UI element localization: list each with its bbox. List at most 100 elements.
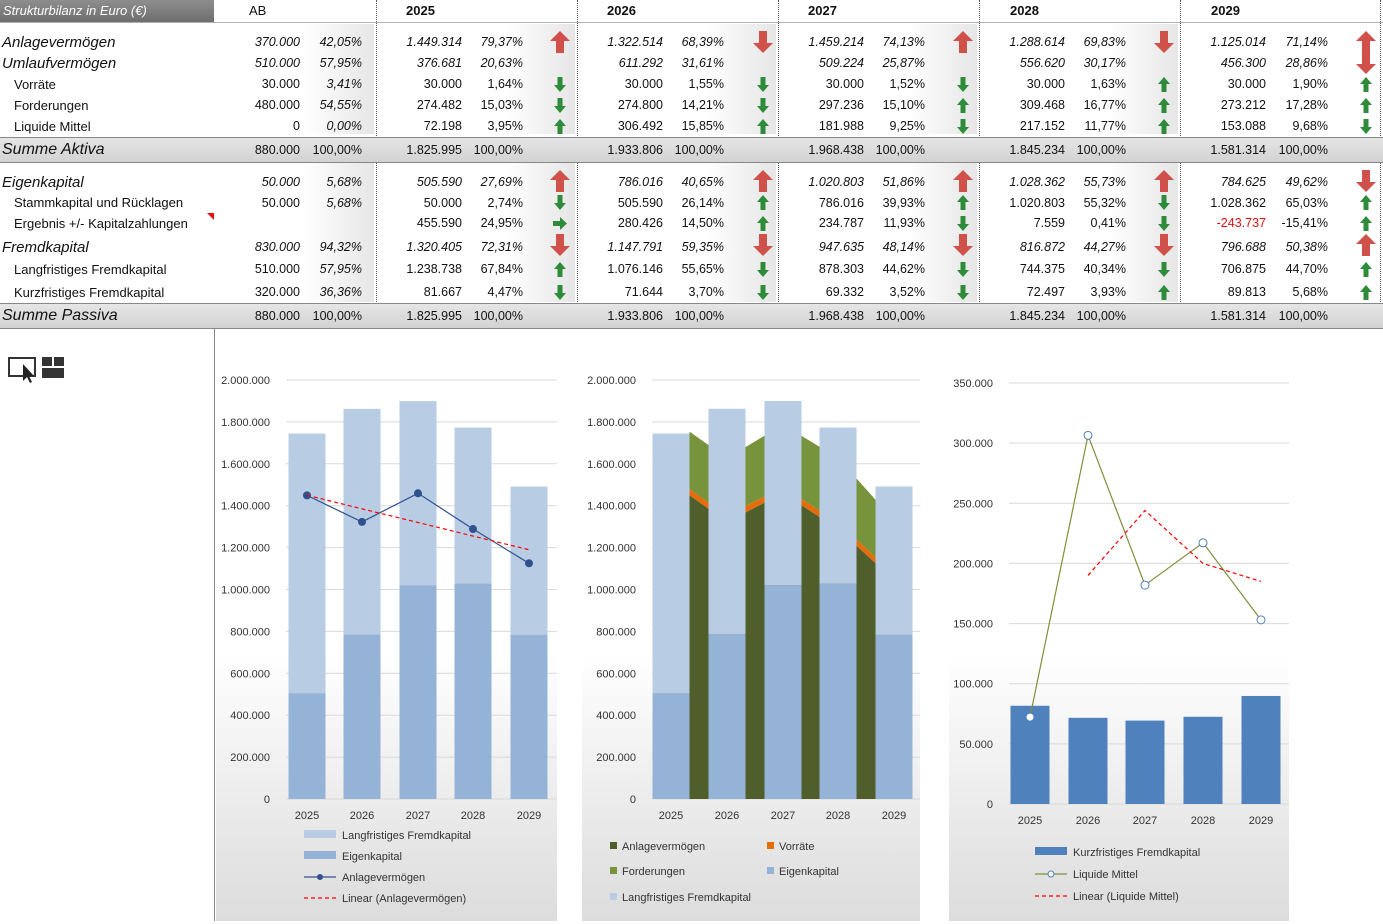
down-arrow-icon bbox=[957, 77, 969, 92]
cell-value: 11,77% bbox=[1084, 119, 1126, 133]
x-tick-label: 2027 bbox=[1133, 815, 1157, 827]
cell-value: 36,36% bbox=[319, 285, 362, 299]
cell-value: 1.825.995 bbox=[406, 309, 462, 323]
point-anlagevermoegen bbox=[469, 525, 477, 534]
grid-layout-icon[interactable] bbox=[42, 357, 64, 379]
up-big-arrow-icon bbox=[953, 170, 973, 192]
cell-value: 3,95% bbox=[487, 119, 523, 133]
cell-value: 55,65% bbox=[681, 262, 724, 276]
cell-value: 100,00% bbox=[312, 143, 362, 157]
x-tick-label: 2028 bbox=[826, 810, 850, 822]
down-arrow-icon bbox=[554, 77, 566, 92]
down-big-arrow-icon bbox=[1154, 234, 1174, 256]
down-arrow-icon bbox=[1158, 195, 1170, 210]
cell-value: 69.332 bbox=[825, 285, 864, 299]
chart-panel-3: 350.000 300.000 250.000 200.000 150.000 100.0… bbox=[949, 329, 1289, 921]
cell-value: 69,83% bbox=[1083, 35, 1126, 49]
cell-value: 30.000 bbox=[1026, 77, 1065, 91]
down-big-arrow-icon bbox=[753, 31, 773, 53]
y-tick-label: 350.000 bbox=[953, 378, 993, 390]
cell-value: 5,68% bbox=[326, 196, 362, 210]
x-tick-label: 2029 bbox=[1249, 815, 1273, 827]
cell-value: 50.000 bbox=[261, 196, 300, 210]
cell-value: 274.800 bbox=[617, 98, 663, 112]
column-divider bbox=[979, 0, 980, 328]
column-shade bbox=[304, 162, 374, 302]
cell-value: -15,41% bbox=[1281, 216, 1328, 230]
cell-value: 9,68% bbox=[1292, 119, 1328, 133]
cell-value: 44,62% bbox=[882, 262, 925, 276]
row-label: Liquide Mittel bbox=[14, 119, 91, 134]
row-label: Langfristiges Fremdkapital bbox=[14, 262, 167, 277]
cell-value: 830.000 bbox=[254, 240, 300, 254]
up-arrow-icon bbox=[957, 98, 969, 113]
cell-value: 1.020.803 bbox=[808, 175, 864, 189]
cell-value: 880.000 bbox=[254, 143, 300, 157]
cell-value: 100,00% bbox=[1278, 309, 1328, 323]
cell-value: 320.000 bbox=[254, 285, 300, 299]
x-tick-label: 2027 bbox=[771, 810, 795, 822]
cell-value: 59,35% bbox=[681, 240, 724, 254]
cell-value: 50.000 bbox=[261, 175, 300, 189]
y-tick-label: 50.000 bbox=[959, 739, 993, 751]
y-tick-label: 400.000 bbox=[596, 710, 636, 722]
x-tick-label: 2027 bbox=[406, 810, 430, 822]
cell-value: 71.644 bbox=[624, 285, 663, 299]
cell-value: 1,64% bbox=[487, 77, 523, 91]
point-anlagevermoegen bbox=[525, 559, 533, 568]
cell-value: 4,47% bbox=[487, 285, 523, 299]
cell-value: 1.449.314 bbox=[406, 35, 462, 49]
cell-value: 48,14% bbox=[882, 240, 925, 254]
left-divider bbox=[214, 328, 215, 921]
cell-value: 556.620 bbox=[1019, 56, 1065, 70]
down-arrow-icon bbox=[957, 119, 969, 134]
comment-marker-icon[interactable] bbox=[207, 213, 215, 221]
chart-panel-1: 2.000.000 1.800.000 1.600.000 1.400.000 1.20… bbox=[216, 329, 557, 921]
cell-value: 100,00% bbox=[875, 309, 925, 323]
y-tick-label: 1.800.000 bbox=[587, 417, 636, 429]
point-liquide-mittel bbox=[1083, 430, 1093, 440]
down-arrow-icon bbox=[757, 77, 769, 92]
cell-value: 57,95% bbox=[319, 262, 362, 276]
y-tick-label: 1.400.000 bbox=[221, 501, 270, 513]
cell-value: 947.635 bbox=[818, 240, 864, 254]
cell-value: 376.681 bbox=[416, 56, 462, 70]
bar-eigenkapital bbox=[288, 693, 326, 799]
bar-kurzfristiges-fremdkapital bbox=[1241, 695, 1281, 804]
x-tick-label: 2025 bbox=[295, 810, 319, 822]
bar-langfristiges-fremdkapital-front bbox=[708, 408, 746, 635]
cell-value: 9,25% bbox=[889, 119, 925, 133]
down-arrow-icon bbox=[554, 285, 566, 300]
cell-value: 100,00% bbox=[875, 143, 925, 157]
sum-label: Summe Aktiva bbox=[2, 141, 105, 158]
up-arrow-icon bbox=[1158, 98, 1170, 113]
up-big-arrow-icon bbox=[753, 170, 773, 192]
down-big-arrow-icon bbox=[753, 234, 773, 256]
cell-value: 30.000 bbox=[825, 77, 864, 91]
up-arrow-icon bbox=[554, 262, 566, 277]
cell-value: 100,00% bbox=[473, 143, 523, 157]
legend-linear-anlagevermoegen: Linear (Anlagevermögen) bbox=[342, 893, 466, 905]
cell-value: 273.212 bbox=[1220, 98, 1266, 112]
trendline-anlagevermoegen bbox=[306, 494, 530, 551]
column-divider bbox=[1180, 0, 1181, 328]
cell-value: 15,10% bbox=[882, 98, 925, 112]
x-tick-label: 2029 bbox=[517, 810, 541, 822]
cell-value: 786.016 bbox=[818, 196, 864, 210]
column-divider bbox=[376, 0, 377, 328]
select-view-icon[interactable] bbox=[8, 356, 68, 386]
up-arrow-icon bbox=[1360, 262, 1372, 277]
table-row: Stammkapital und Rücklagen 50.000 5,68% 50.… bbox=[0, 193, 1383, 213]
cell-value: 1,52% bbox=[889, 77, 925, 91]
y-tick-label: 300.000 bbox=[953, 438, 993, 450]
bar-eigenkapital-front bbox=[708, 634, 746, 799]
cell-value: 611.292 bbox=[618, 56, 663, 70]
cell-value: 14,50% bbox=[681, 216, 724, 230]
row-label: Forderungen bbox=[14, 98, 89, 113]
cell-value: 3,41% bbox=[326, 77, 362, 91]
y-tick-label: 100.000 bbox=[953, 679, 993, 691]
legend-kurzfristiges-fremdkapital: Kurzfristiges Fremdkapital bbox=[1073, 847, 1200, 859]
cell-value: 1.028.362 bbox=[1210, 196, 1266, 210]
cell-value: 744.375 bbox=[1019, 262, 1065, 276]
cell-value: 50.000 bbox=[423, 196, 462, 210]
